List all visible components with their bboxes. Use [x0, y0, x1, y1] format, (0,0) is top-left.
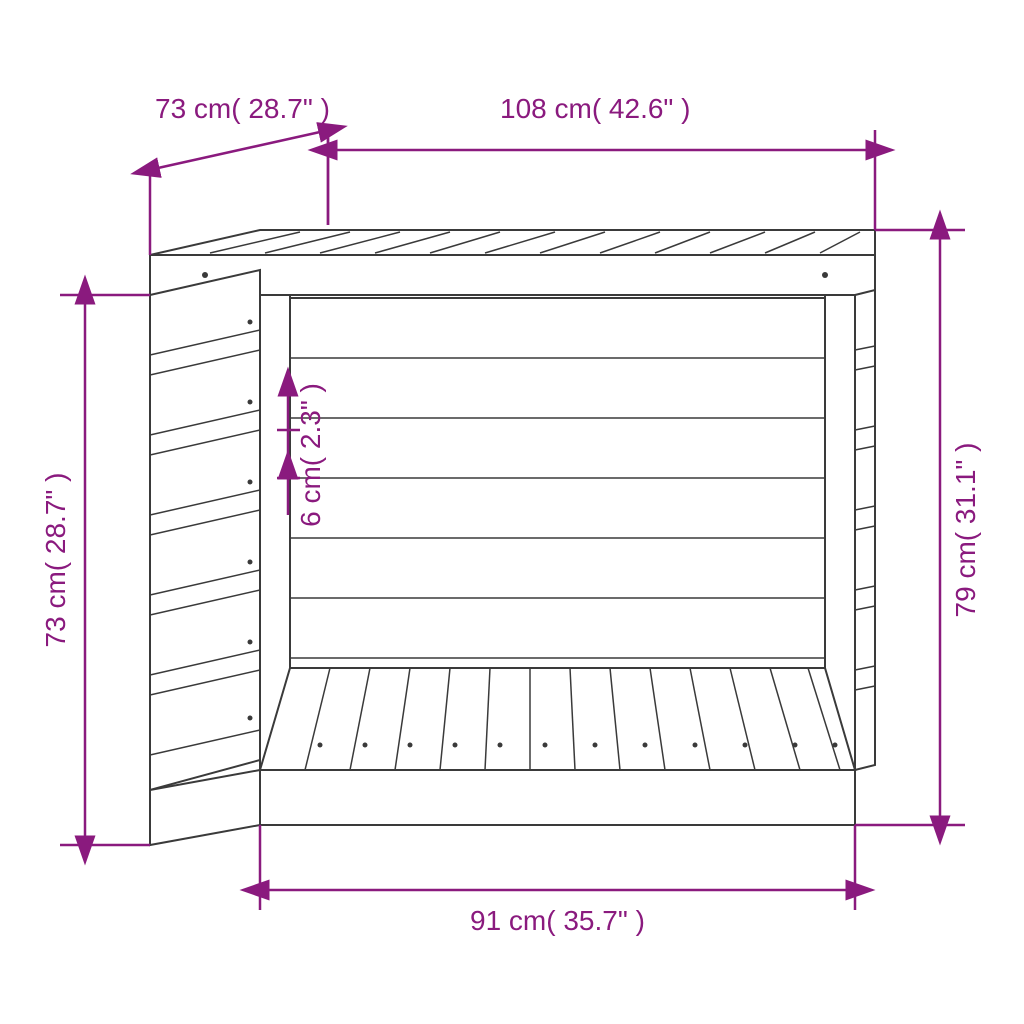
- floor: [260, 668, 855, 825]
- dim-label: 73 cm( 28.7" ): [40, 473, 71, 648]
- left-side-wall: [150, 270, 260, 790]
- dim-label: 79 cm( 31.1" ): [950, 443, 981, 618]
- dim-height-left: 73 cm( 28.7" ): [40, 295, 150, 845]
- dim-label: 73 cm( 28.7" ): [155, 93, 330, 124]
- back-wall: [290, 298, 825, 668]
- dim-label: 108 cm( 42.6" ): [500, 93, 690, 124]
- dimension-diagram: 73 cm( 28.7" ) 108 cm( 42.6" ) 73 cm( 28…: [0, 0, 1024, 1024]
- dim-width-bottom: 91 cm( 35.7" ): [260, 825, 855, 936]
- right-side-wall: [855, 290, 875, 770]
- dim-label: 6 cm( 2.3" ): [295, 383, 326, 527]
- product-outline: [150, 230, 875, 845]
- dim-label: 91 cm( 35.7" ): [470, 905, 645, 936]
- dim-width-top: 108 cm( 42.6" ): [328, 93, 875, 230]
